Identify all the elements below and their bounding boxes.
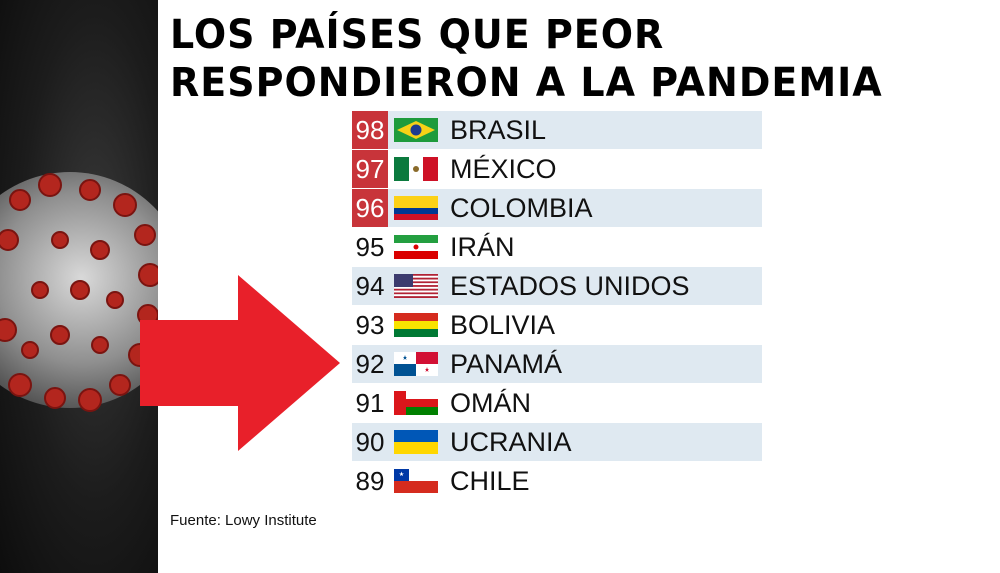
red-arrow-icon [140,275,340,451]
rank-number: 97 [352,150,388,188]
rank-number: 96 [352,189,388,227]
virus-illustration-icon [0,172,158,412]
rank-number: 89 [355,465,385,496]
rank-number: 98 [352,111,388,149]
ukraine-flag-icon [394,430,438,454]
ranking-row: 91 OMÁN [352,384,762,422]
ranking-row: 98 BRASIL [352,111,762,149]
title-line-1: LOS PAÍSES QUE PEOR [170,11,665,58]
country-name: BOLIVIA [450,309,556,340]
panama-flag-icon [394,352,438,376]
country-name: OMÁN [450,387,531,418]
colombia-flag-icon [394,196,438,220]
ranking-row: 90 UCRANIA [352,423,762,461]
chile-flag-icon [394,469,438,493]
coronavirus-image [0,0,158,573]
rank-number: 95 [355,231,385,262]
source-note: Fuente: Lowy Institute [170,512,317,529]
ranking-row: 96 COLOMBIA [352,189,762,227]
page-title: LOS PAÍSES QUE PEOR RESPONDIERON A LA PA… [170,10,883,107]
iran-flag-icon [394,235,438,259]
oman-flag-icon [394,391,438,415]
ranking-list: 98 BRASIL 97 MÉXICO 96 COLOMBIA 95 IRÁN 94 ESTADO… [352,111,762,501]
ranking-row: 94 ESTADOS UNIDOS [352,267,762,305]
usa-flag-icon [394,274,438,298]
brazil-flag-icon [394,118,438,142]
ranking-row: 93 BOLIVIA [352,306,762,344]
rank-number: 92 [355,348,385,379]
country-name: BRASIL [450,114,547,145]
rank-number: 90 [355,426,385,457]
country-name: COLOMBIA [450,192,593,223]
country-name: MÉXICO [450,153,557,184]
ranking-row: 92 PANAMÁ [352,345,762,383]
rank-number: 93 [355,309,385,340]
country-name: PANAMÁ [450,348,563,379]
ranking-row: 89 CHILE [352,462,762,500]
ranking-row: 95 IRÁN [352,228,762,266]
rank-number: 91 [355,387,385,418]
bolivia-flag-icon [394,313,438,337]
title-line-2: RESPONDIERON A LA PANDEMIA [170,59,883,106]
country-name: IRÁN [450,231,515,262]
rank-number: 94 [355,270,385,301]
mexico-flag-icon [394,157,438,181]
country-name: ESTADOS UNIDOS [450,270,690,301]
country-name: CHILE [450,465,530,496]
ranking-row: 97 MÉXICO [352,150,762,188]
country-name: UCRANIA [450,426,572,457]
